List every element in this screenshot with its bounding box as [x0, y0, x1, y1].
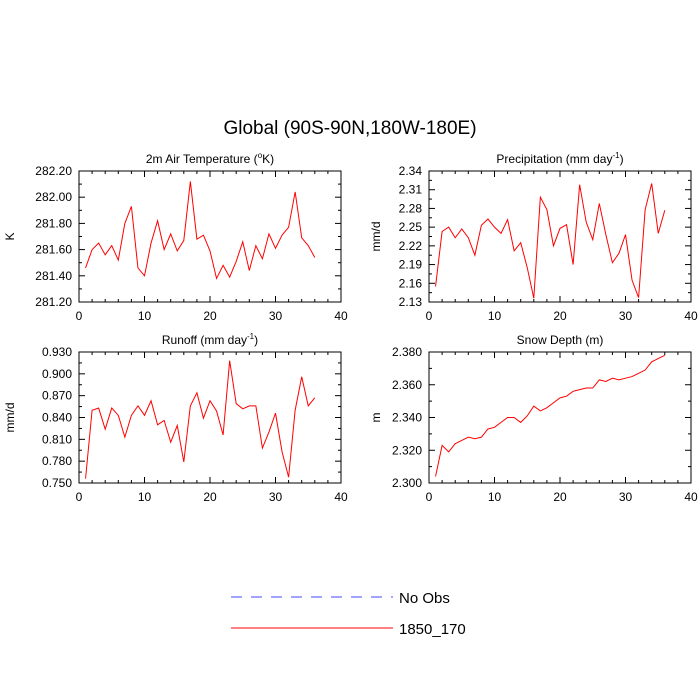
legend-label: No Obs [399, 590, 450, 607]
chart-title: Runoff (mm day-1) [162, 332, 258, 347]
plot-frame [428, 170, 692, 303]
chart-title-main: Precipitation (mm day [496, 152, 612, 166]
y-tick-label: 282.00 [35, 190, 72, 204]
series-line [85, 360, 316, 479]
chart-title-main: 2m Air Temperature ( [146, 152, 258, 166]
y-tick-label: 0.840 [42, 411, 72, 425]
chart-panel-3: Runoff (mm day-1) mm/d 0 10 20 30 40 0.750 0.780… [3, 332, 348, 504]
y-tick-label: 2.19 [399, 258, 423, 272]
y-tick-label: 282.20 [35, 164, 72, 178]
legend-item: 1850_170 [231, 621, 466, 638]
y-axis-label: mm/d [3, 403, 17, 433]
chart-title-sup: o [258, 151, 263, 160]
y-tick-label: 2.25 [399, 220, 423, 234]
chart-title-tail: ) [620, 152, 624, 166]
y-axis-label: mm/d [369, 222, 383, 252]
chart-title-tail: ) [254, 333, 258, 347]
y-tick-label: 2.360 [392, 378, 422, 392]
y-tick-label: 2.22 [399, 239, 423, 253]
chart-title-sup: -1 [612, 151, 620, 160]
y-tick-label: 0.900 [42, 367, 72, 381]
series-line [435, 183, 666, 299]
x-tick-label: 10 [488, 309, 502, 323]
chart-title: Precipitation (mm day-1) [496, 151, 623, 166]
x-tick-label: 30 [619, 490, 633, 504]
y-tick-label: 2.16 [399, 276, 423, 290]
chart-title-tail: K) [262, 152, 274, 166]
panels-group: 2m Air Temperature (oK) K 0 10 20 30 40 281.20 2… [3, 151, 698, 504]
figure-title: Global (90S-90N,180W-180E) [223, 118, 476, 139]
series-line [85, 181, 316, 280]
x-tick-label: 20 [203, 490, 217, 504]
chart-title: 2m Air Temperature (oK) [146, 151, 274, 166]
x-tick-label: 10 [138, 309, 152, 323]
y-tick-label: 281.80 [35, 216, 72, 230]
plot-frame [428, 351, 692, 484]
x-tick-label: 10 [488, 490, 502, 504]
y-tick-label: 2.320 [392, 443, 422, 457]
x-tick-label: 40 [684, 309, 698, 323]
chart-panel-1: 2m Air Temperature (oK) K 0 10 20 30 40 281.20 2… [3, 151, 348, 323]
x-tick-label: 20 [203, 309, 217, 323]
y-tick-label: 2.380 [392, 345, 422, 359]
x-tick-label: 20 [553, 490, 567, 504]
y-tick-label: 2.300 [392, 476, 422, 490]
y-tick-label: 2.28 [399, 201, 423, 215]
x-tick-label: 20 [553, 309, 567, 323]
y-tick-label: 2.34 [399, 164, 423, 178]
y-tick-label: 2.31 [399, 183, 423, 197]
series-line [435, 354, 666, 477]
y-axis-label: m [369, 413, 383, 423]
chart-title: Snow Depth (m) [517, 333, 604, 347]
chart-title-main: Runoff (mm day [162, 333, 247, 347]
chart-title-main: Snow Depth (m) [517, 333, 604, 347]
y-tick-label: 0.780 [42, 454, 72, 468]
chart-panel-4: Snow Depth (m) m 0 10 20 30 40 2.300 2.320 2.340 2… [369, 333, 698, 504]
y-tick-label: 2.340 [392, 411, 422, 425]
y-tick-label: 281.40 [35, 269, 72, 283]
chart-panel-2: Precipitation (mm day-1) mm/d 0 10 20 30 40 2.1… [369, 151, 698, 323]
legend: No Obs 1850_170 [231, 590, 466, 638]
x-tick-label: 0 [426, 490, 433, 504]
x-tick-label: 30 [269, 309, 283, 323]
y-tick-label: 0.750 [42, 476, 72, 490]
x-tick-label: 0 [426, 309, 433, 323]
y-axis-label: K [3, 232, 17, 240]
plot-frame [78, 351, 342, 484]
y-tick-label: 2.13 [399, 295, 423, 309]
x-tick-label: 30 [269, 490, 283, 504]
y-tick-label: 0.810 [42, 432, 72, 446]
y-tick-label: 281.60 [35, 243, 72, 257]
x-tick-label: 40 [334, 309, 348, 323]
legend-item: No Obs [231, 590, 450, 607]
x-tick-label: 30 [619, 309, 633, 323]
y-tick-label: 0.870 [42, 389, 72, 403]
legend-label: 1850_170 [399, 621, 466, 638]
x-tick-label: 10 [138, 490, 152, 504]
x-tick-label: 40 [684, 490, 698, 504]
x-tick-label: 0 [76, 490, 83, 504]
y-tick-label: 281.20 [35, 295, 72, 309]
x-tick-label: 0 [76, 309, 83, 323]
x-tick-label: 40 [334, 490, 348, 504]
chart-title-sup: -1 [247, 332, 255, 341]
y-tick-label: 0.930 [42, 345, 72, 359]
